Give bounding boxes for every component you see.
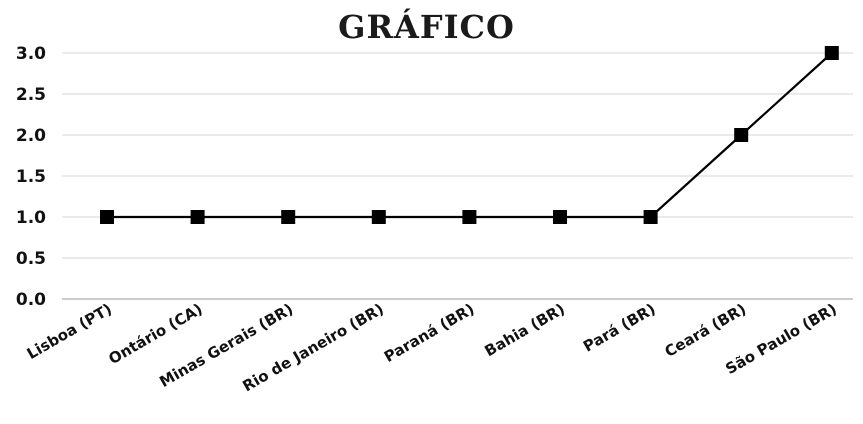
y-tick-label: 1.5 xyxy=(16,167,46,187)
x-tick-label: Pará (BR) xyxy=(580,300,658,356)
data-point xyxy=(553,210,567,224)
y-axis-ticks: 0.0 0.5 1.0 1.5 2.0 2.5 3.0 xyxy=(16,44,46,310)
x-tick-label: Ceará (BR) xyxy=(662,300,750,361)
data-point xyxy=(281,210,296,224)
y-tick-label: 2.5 xyxy=(16,85,46,105)
data-point xyxy=(734,128,749,142)
x-tick-label: Bahia (BR) xyxy=(482,300,568,360)
series xyxy=(100,46,839,224)
y-tick-label: 1.0 xyxy=(16,208,46,228)
y-tick-label: 0.0 xyxy=(16,290,46,310)
data-point xyxy=(824,46,839,60)
data-point xyxy=(190,210,205,224)
y-tick-label: 0.5 xyxy=(16,249,46,269)
data-point xyxy=(371,210,386,224)
y-tick-label: 2.0 xyxy=(16,126,46,146)
grid-lines xyxy=(62,52,853,300)
data-point xyxy=(100,210,114,224)
data-point xyxy=(462,210,477,224)
x-axis-ticks: Lisboa (PT)Ontário (CA)Minas Gerais (BR)… xyxy=(24,300,840,395)
y-tick-label: 3.0 xyxy=(16,44,46,64)
chart-title: GRÁFICO xyxy=(338,8,515,46)
x-tick-label: Paraná (BR) xyxy=(381,300,477,366)
data-point xyxy=(643,210,658,224)
